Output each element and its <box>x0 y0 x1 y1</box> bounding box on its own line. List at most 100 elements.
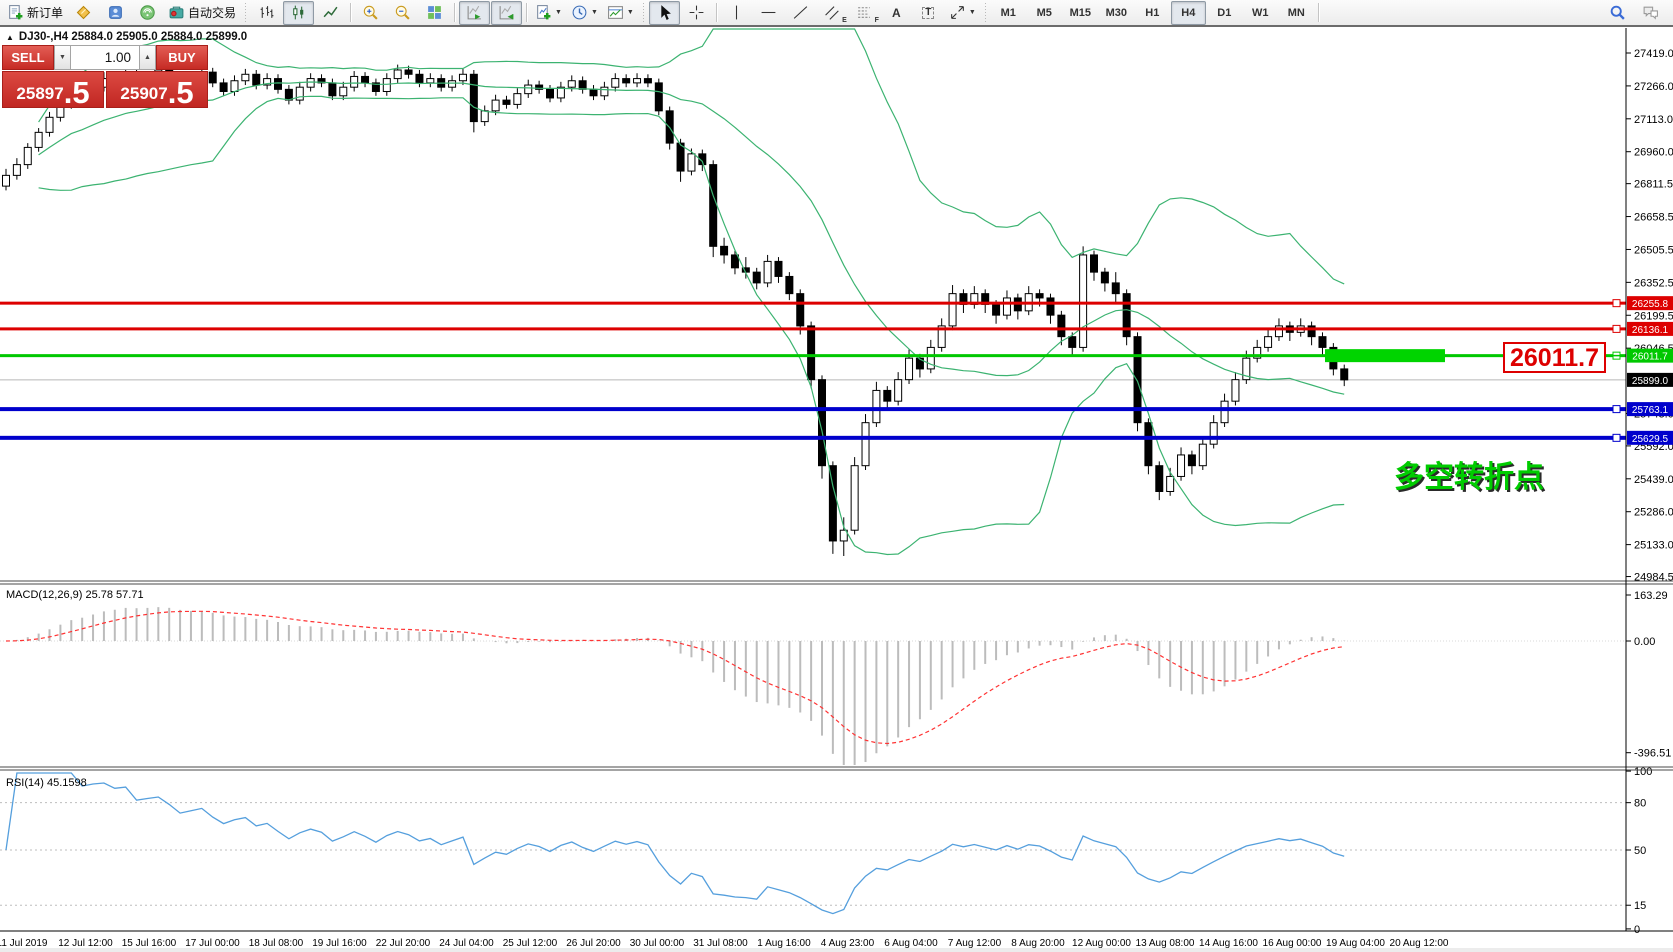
axis-tick-label: 26352.5 <box>1634 277 1673 289</box>
svg-text:25899.0: 25899.0 <box>1632 376 1669 387</box>
signals-button[interactable] <box>132 1 163 25</box>
line-handle[interactable] <box>1612 405 1621 414</box>
time-axis-label: 20 Aug 12:00 <box>1390 938 1449 949</box>
axis-tick-label: 25439.0 <box>1634 474 1673 486</box>
zoom-out-button[interactable] <box>387 1 418 25</box>
rsi-label: RSI(14) 45.1598 <box>6 777 87 789</box>
toolbar-grip <box>982 3 988 22</box>
horizontal-line-object[interactable] <box>0 435 1626 440</box>
search-icon <box>1610 5 1625 20</box>
time-axis-label: 19 Jul 16:00 <box>312 938 367 949</box>
timeframe-w1-button[interactable]: W1 <box>1252 6 1269 19</box>
periods-button[interactable]: ▼ <box>567 1 602 25</box>
svg-text:25763.1: 25763.1 <box>1632 405 1669 416</box>
time-axis-label: 6 Aug 04:00 <box>884 938 938 949</box>
metaeditor-button[interactable] <box>68 1 99 25</box>
bar-chart-button[interactable] <box>251 1 282 25</box>
timeframe-h4-button[interactable]: H4 <box>1170 0 1206 25</box>
timeframe-m5-button[interactable]: M5 <box>1036 6 1052 19</box>
axis-tick-label: 24984.5 <box>1634 572 1673 584</box>
toolbar-grip <box>640 3 646 22</box>
horizontal-line-object[interactable] <box>0 327 1626 331</box>
trendline-button[interactable] <box>785 1 816 25</box>
auto-scroll-button[interactable] <box>459 0 491 25</box>
horizontal-line-icon <box>761 11 776 14</box>
axis-tick-label: 26658.5 <box>1634 212 1673 224</box>
zoom-in-button[interactable] <box>355 1 386 25</box>
autotrading-button[interactable]: 自动交易 <box>164 1 240 25</box>
time-axis[interactable]: 11 Jul 2019 12 Jul 12:00 15 Jul 16:00 17 Ju… <box>0 938 1449 949</box>
timeframe-m1-button[interactable]: M1 <box>1000 6 1016 19</box>
highlight-zone[interactable] <box>1325 349 1445 363</box>
volume-increase-button[interactable]: ▲ <box>139 45 156 70</box>
time-axis-label: 24 Jul 04:00 <box>439 938 494 949</box>
horizontal-line-button[interactable] <box>753 1 784 25</box>
time-axis-label: 11 Jul 2019 <box>0 938 48 949</box>
axis-tick-label: 15 <box>1634 900 1646 912</box>
equidistant-channel-button[interactable]: E <box>817 1 848 25</box>
cursor-button[interactable] <box>648 0 680 25</box>
svg-text:26255.8: 26255.8 <box>1632 299 1669 310</box>
candlestick-button[interactable] <box>283 0 315 25</box>
shapes-button[interactable]: ▼ <box>945 1 980 25</box>
timeframe-mn-button[interactable]: MN <box>1287 6 1305 19</box>
time-axis-label: 17 Jul 00:00 <box>185 938 240 949</box>
bollinger-band-line <box>38 81 1345 395</box>
indicators-button[interactable]: ▼ <box>531 1 566 25</box>
autotrading-icon <box>169 6 184 19</box>
bollinger-band-line <box>38 28 1345 285</box>
clock-icon <box>572 5 587 20</box>
time-axis-label: 25 Jul 12:00 <box>503 938 558 949</box>
terminal-button[interactable] <box>100 1 131 25</box>
macd-panel[interactable]: MACD(12,26,9) 25.78 57.71 <box>0 589 1626 765</box>
timeframe-d1-button[interactable]: D1 <box>1217 6 1232 19</box>
horizontal-line-object[interactable] <box>0 354 1626 358</box>
vertical-line-button[interactable] <box>721 1 752 25</box>
chart-shift-button[interactable] <box>491 0 523 25</box>
chat-button[interactable] <box>1635 1 1666 25</box>
toolbar-separator <box>1317 3 1319 22</box>
axis-tick-label: 26505.5 <box>1634 244 1673 256</box>
timeframe-h1-button[interactable]: H1 <box>1145 6 1160 19</box>
new-order-button[interactable]: 新订单 <box>3 1 67 25</box>
signals-icon <box>140 5 155 20</box>
rsi-panel[interactable]: RSI(14) 45.1598 <box>0 772 1626 915</box>
line-handle[interactable] <box>1612 433 1621 442</box>
crosshair-icon <box>689 5 704 20</box>
templates-button[interactable]: ▼ <box>603 1 638 25</box>
fibonacci-button[interactable]: F <box>849 1 880 25</box>
chart-title: ▲ DJ30-,H4 25884.0 25905.0 25884.0 25899… <box>6 31 247 43</box>
horizontal-line-object[interactable] <box>0 407 1626 412</box>
label-tool-button[interactable]: T <box>913 1 944 25</box>
svg-text:25629.5: 25629.5 <box>1632 434 1669 445</box>
axis-tick-label: 26811.5 <box>1634 179 1673 191</box>
spin-up-icon: ▲ <box>144 54 151 61</box>
bar-chart-icon <box>260 6 274 18</box>
tile-windows-button[interactable] <box>419 1 450 25</box>
axis-tick-label: 100 <box>1634 766 1652 778</box>
time-axis-label: 19 Aug 04:00 <box>1326 938 1385 949</box>
crosshair-button[interactable] <box>681 1 712 25</box>
line-handle[interactable] <box>1612 299 1621 308</box>
timeframe-m30-button[interactable]: M30 <box>1105 6 1127 19</box>
timeframe-m15-button[interactable]: M15 <box>1069 6 1091 19</box>
search-button[interactable] <box>1602 1 1633 25</box>
buy-price[interactable]: 25907.5 <box>106 71 208 108</box>
price-callout-box[interactable] <box>1503 342 1606 373</box>
indicators-icon <box>537 5 551 20</box>
annotation-text[interactable]: 多空转折点 <box>1394 461 1544 494</box>
volume-input[interactable]: 1.00 <box>71 45 139 70</box>
line-chart-button[interactable] <box>315 1 346 25</box>
macd-signal-line <box>5 610 1345 745</box>
horizontal-line-object[interactable] <box>0 301 1626 305</box>
sell-button[interactable]: SELL <box>2 45 54 70</box>
text-tool-button[interactable]: A <box>881 1 912 25</box>
zoom-in-icon <box>363 5 378 20</box>
sell-price[interactable]: 25897.5 <box>2 71 104 108</box>
buy-button[interactable]: BUY <box>156 45 208 70</box>
volume-decrease-button[interactable]: ▼ <box>54 45 71 70</box>
line-handle[interactable] <box>1612 324 1621 333</box>
time-axis-label: 7 Aug 12:00 <box>948 938 1002 949</box>
